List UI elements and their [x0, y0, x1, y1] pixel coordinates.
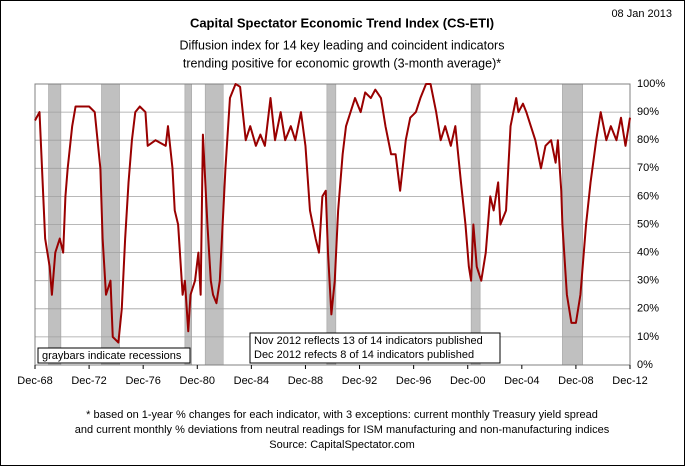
- y-tick-label: 30%: [637, 275, 659, 287]
- chart-subtitle: trending positive for economic growth (3…: [183, 56, 501, 70]
- note-box: [37, 347, 191, 364]
- x-tick-label: Dec-08: [558, 375, 593, 387]
- footnote: Source: CapitalSpectator.com: [269, 439, 415, 451]
- x-tick-label: Dec-88: [288, 375, 323, 387]
- y-tick-label: 80%: [637, 134, 659, 146]
- x-tick-label: Dec-76: [125, 375, 160, 387]
- note: graybars indicate recessions: [42, 350, 182, 362]
- plot-border: [34, 83, 631, 366]
- y-tick-label: 20%: [637, 303, 659, 315]
- date-label: 08 Jan 2013: [611, 8, 672, 20]
- chart-subtitle: Diffusion index for 14 key leading and c…: [180, 38, 505, 52]
- data-line: [34, 83, 631, 344]
- y-tick-label: 50%: [637, 218, 659, 230]
- footnote: * based on 1-year % changes for each ind…: [86, 409, 598, 421]
- overlay: graybars indicate recessions Nov 2012 re…: [37, 332, 501, 364]
- x-tick-label: Dec-72: [71, 375, 106, 387]
- y-tick-label: 10%: [637, 331, 659, 343]
- footnote: and current monthly % deviations from ne…: [75, 424, 610, 436]
- chart-title: Capital Spectator Economic Trend Index (…: [190, 15, 494, 30]
- x-tick-label: Dec-96: [396, 375, 431, 387]
- y-tick-label: 0%: [637, 359, 653, 371]
- x-tick-label: Dec-04: [504, 375, 539, 387]
- note-box: [249, 332, 501, 364]
- y-tick-label: 100%: [637, 78, 665, 90]
- y-tick-label: 70%: [637, 162, 659, 174]
- note: Nov 2012 reflects 13 of 14 indicators pu…: [254, 335, 483, 347]
- x-tick-label: Dec-80: [180, 375, 215, 387]
- x-tick-label: Dec-84: [234, 375, 269, 387]
- note: Dec 2012 refects 8 of 14 indicators publ…: [254, 349, 474, 361]
- x-tick-label: Dec-12: [612, 375, 647, 387]
- y-tick-label: 40%: [637, 247, 659, 259]
- plot-area: [34, 83, 631, 366]
- x-tick-label: Dec-68: [17, 375, 52, 387]
- x-tick-label: Dec-92: [342, 375, 377, 387]
- y-tick-label: 60%: [637, 190, 659, 202]
- y-tick-label: 90%: [637, 106, 659, 118]
- x-tick-label: Dec-00: [450, 375, 485, 387]
